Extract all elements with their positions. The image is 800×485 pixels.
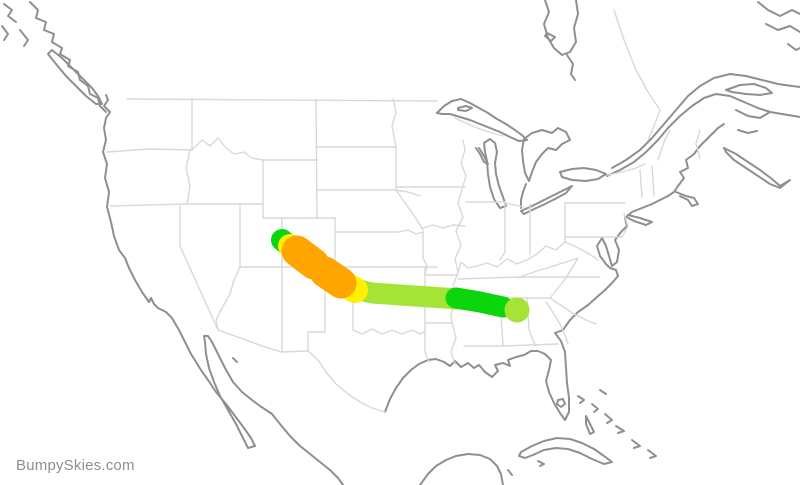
turbulence-segment-calm (445, 287, 514, 318)
flight-route-path (271, 229, 530, 323)
turbulence-segment-moderate (281, 235, 330, 280)
site-watermark: BumpySkies.com (16, 457, 135, 474)
turbulence-segment-moderate (309, 256, 357, 299)
destination-marker (504, 297, 530, 323)
state-borders (106, 9, 701, 413)
